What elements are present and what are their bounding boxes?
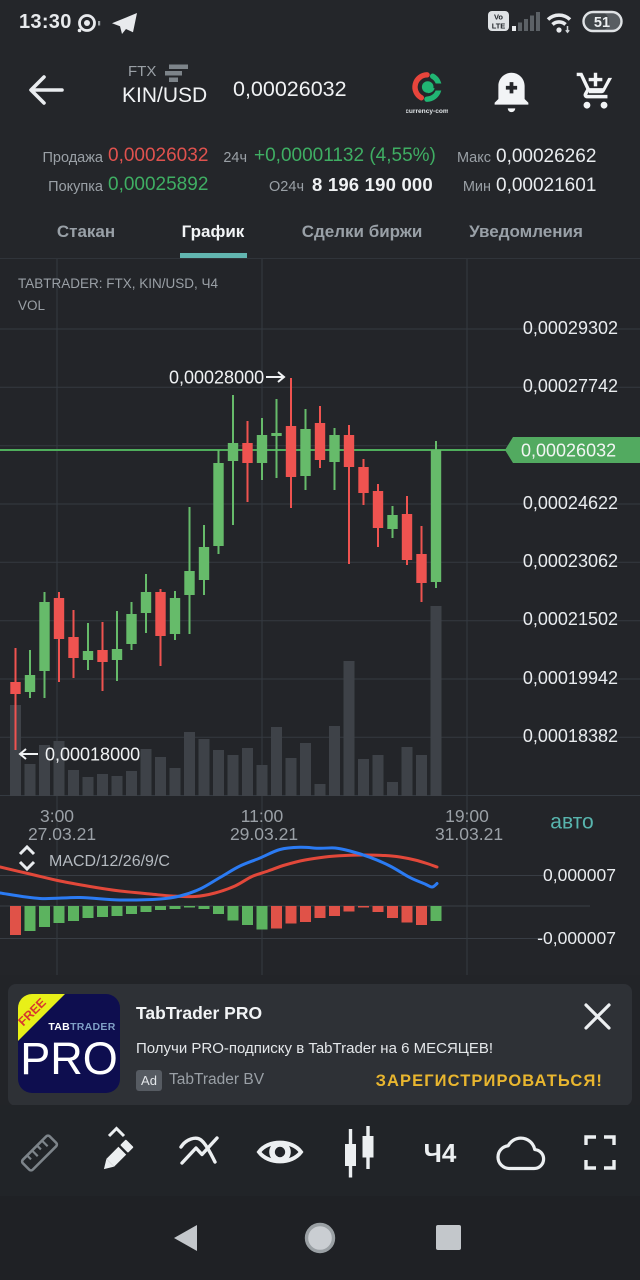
svg-text:0,00026032: 0,00026032 [521,441,616,461]
svg-text:PRO: PRO [20,1033,118,1084]
svg-text:11:00: 11:00 [241,806,284,826]
svg-text:0,00029302: 0,00029302 [523,318,618,338]
svg-text:Ч4: Ч4 [424,1138,457,1168]
svg-text:0,00018000: 0,00018000 [45,745,140,765]
svg-text:3:00: 3:00 [40,806,74,826]
svg-text:currency-com: currency-com [406,108,448,115]
svg-text:29.03.21: 29.03.21 [230,824,298,844]
svg-text:0,000007: 0,000007 [543,865,616,885]
svg-text:0,00023062: 0,00023062 [523,551,618,571]
svg-text:MACD/12/26/9/C: MACD/12/26/9/C [49,853,170,870]
svg-text:-0,000007: -0,000007 [537,928,616,948]
svg-text:19:00: 19:00 [445,806,489,826]
svg-text:авто: авто [550,811,593,834]
svg-text:TABTRADER: TABTRADER [48,1021,115,1033]
svg-text:VOL: VOL [18,298,46,313]
svg-text:0,00021502: 0,00021502 [523,609,618,629]
svg-text:0,00028000: 0,00028000 [169,368,264,388]
svg-text:0,00018382: 0,00018382 [523,726,618,746]
svg-text:LTE: LTE [492,22,506,31]
svg-text:TABTRADER: FTX, KIN/USD, Ч4: TABTRADER: FTX, KIN/USD, Ч4 [18,276,219,291]
svg-text:31.03.21: 31.03.21 [435,824,503,844]
svg-text:51: 51 [594,15,610,31]
svg-text:Vo: Vo [494,13,503,22]
svg-text:0,00024622: 0,00024622 [523,493,618,513]
svg-text:0,00019942: 0,00019942 [523,668,618,688]
svg-text:0,00027742: 0,00027742 [523,376,618,396]
svg-text:27.03.21: 27.03.21 [28,824,96,844]
